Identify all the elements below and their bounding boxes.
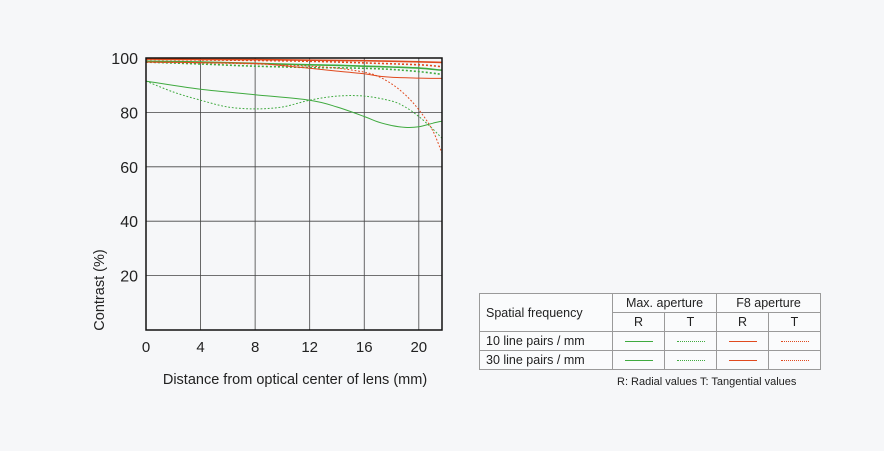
series-line-max-30-T [145,80,443,139]
x-tick-label: 12 [301,339,318,356]
legend-row-30: 30 line pairs / mm [479,350,613,370]
x-tick-labels: 0 4 8 12 16 20 [142,339,427,356]
x-tick-label: 8 [251,339,259,356]
legend-max-r: R [612,312,665,332]
legend-max-10-r-swatch [624,341,653,343]
series-line-max-30-R [145,80,443,128]
y-tick-label: 40 [120,214,138,231]
x-tick-label: 4 [196,339,204,356]
legend-f8-t: T [768,312,821,332]
legend-table: Spatial frequency Max. aperture F8 apert… [479,293,821,370]
chart-grid [146,58,442,330]
chart-series [145,58,443,154]
plot-frame [145,57,443,331]
legend-f8-aperture: F8 aperture [716,293,821,313]
legend-f8-30-t-swatch [780,360,809,362]
y-tick-labels: 100 80 60 40 20 [111,51,138,286]
x-tick-label: 16 [356,339,373,356]
legend-max-30-r-swatch [624,360,653,362]
legend-max-10-t-swatch [676,341,705,343]
series-line-f8-10-R [145,58,443,64]
legend-max-30-t-swatch [676,360,705,362]
legend-max-aperture: Max. aperture [612,293,717,313]
y-axis-label: Contrast (%) [92,249,108,330]
series-line-f8-30-R [145,61,443,79]
legend-f8-10-r-swatch [728,341,757,343]
series-line-max-10-T [145,61,443,76]
legend-header: Spatial frequency [479,293,613,332]
legend-note: R: Radial values T: Tangential values [617,376,797,388]
legend-f8-10-t-swatch [780,341,809,343]
y-tick-label: 20 [120,269,138,286]
x-axis-label: Distance from optical center of lens (mm… [163,372,427,388]
series-line-f8-10-T [145,58,443,68]
x-tick-label: 20 [410,339,427,356]
legend-f8-30-r-swatch [728,360,757,362]
y-tick-label: 80 [120,105,138,122]
x-tick-label: 0 [142,339,150,356]
y-tick-label: 60 [120,160,138,177]
legend-f8-r: R [716,312,769,332]
series-line-f8-30-T [145,61,443,154]
legend-max-t: T [664,312,717,332]
legend-row-10: 10 line pairs / mm [479,331,613,351]
y-tick-label: 100 [111,51,138,68]
